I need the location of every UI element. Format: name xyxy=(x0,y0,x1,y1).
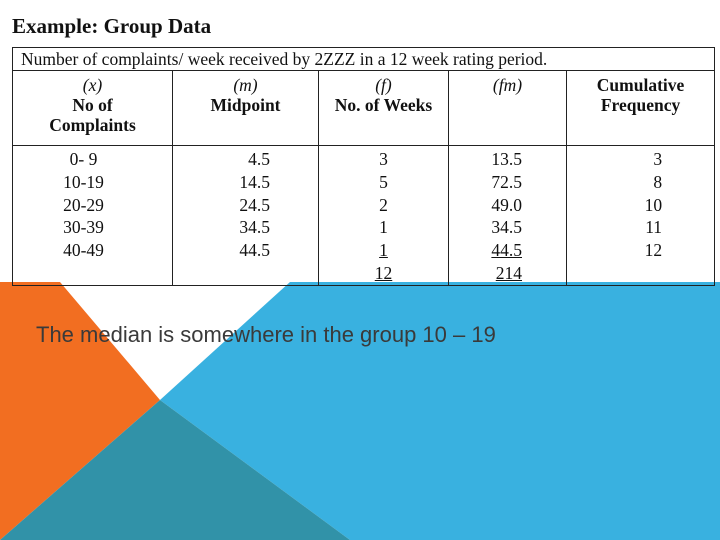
header-fm: (fm) xyxy=(448,70,567,146)
table-cell: 14.5 xyxy=(239,171,270,192)
table-cell: 72.5 xyxy=(491,171,522,192)
table-cell: 44.5 xyxy=(239,240,270,261)
header-complaints: (x) No of Complaints xyxy=(12,70,173,146)
table-cell: 44.5 xyxy=(491,240,522,261)
table-cell: 2 xyxy=(379,194,388,215)
table-caption-row: Number of complaints/ week received by 2… xyxy=(11,47,716,71)
table-header-row: (x) No of Complaints (m) Midpoint (f) No… xyxy=(12,70,716,146)
table-cell: 13.5 xyxy=(491,149,522,169)
header-line: Cumulative xyxy=(596,75,685,95)
table-cell: 30-39 xyxy=(63,217,104,238)
orange-shape xyxy=(0,282,160,540)
header-symbol: (fm) xyxy=(492,75,523,95)
document-image: Example: Group Data Number of complaints… xyxy=(11,14,716,286)
table-cell: 4.5 xyxy=(248,149,270,169)
header-line: No. of Weeks xyxy=(334,95,433,115)
document-title: Example: Group Data xyxy=(12,14,212,38)
table-caption: Number of complaints/ week received by 2… xyxy=(11,47,716,71)
fm-column: 13.5 72.5 49.0 34.5 44.5 214 xyxy=(448,145,567,286)
header-midpoint: (m) Midpoint xyxy=(172,70,319,146)
header-cumulative: Cumulative Frequency xyxy=(565,70,716,146)
group-data-table: Number of complaints/ week received by 2… xyxy=(11,47,716,286)
table-body-row: 0- 9 10-19 20-29 30-39 40-49 4.5 14.5 24… xyxy=(12,145,716,286)
header-symbol: (x) xyxy=(82,75,103,95)
table-cell: 12 xyxy=(644,240,663,261)
header-symbol: (m) xyxy=(233,75,258,95)
total-weeks: 12 xyxy=(374,262,393,283)
table-cell: 34.5 xyxy=(239,217,270,238)
blue-shape xyxy=(160,282,720,540)
table-cell: 20-29 xyxy=(63,194,104,215)
table-cell: 5 xyxy=(379,171,388,192)
table-cell: 3 xyxy=(379,149,388,169)
table-cell: 8 xyxy=(653,171,663,192)
median-statement: The median is somewhere in the group 10 … xyxy=(36,322,496,347)
total-fm: 214 xyxy=(495,262,522,283)
weeks-column: 3 5 2 1 1 12 xyxy=(318,145,449,286)
table-cell: 49.0 xyxy=(491,194,522,215)
header-line: No of xyxy=(72,95,113,115)
header-line: Midpoint xyxy=(210,95,281,115)
table-cell: 11 xyxy=(645,217,663,238)
header-weeks: (f) No. of Weeks xyxy=(318,70,449,146)
header-symbol: (f) xyxy=(375,75,392,95)
table-cell: 24.5 xyxy=(239,194,270,215)
table-cell: 10 xyxy=(644,194,663,215)
header-line: Complaints xyxy=(49,115,136,135)
teal-shape xyxy=(0,400,350,540)
midpoint-column: 4.5 14.5 24.5 34.5 44.5 xyxy=(172,145,319,286)
table-cell: 3 xyxy=(653,149,663,169)
cumulative-column: 3 8 10 11 12 xyxy=(565,145,716,286)
table-cell: 0- 9 xyxy=(69,149,98,169)
table-cell: 1 xyxy=(379,240,388,261)
table-cell: 10-19 xyxy=(63,171,104,192)
complaints-column: 0- 9 10-19 20-29 30-39 40-49 xyxy=(12,145,173,286)
table-cell: 40-49 xyxy=(63,240,104,261)
table-cell: 34.5 xyxy=(491,217,522,238)
header-line: Frequency xyxy=(600,95,681,115)
table-cell: 1 xyxy=(379,217,388,238)
